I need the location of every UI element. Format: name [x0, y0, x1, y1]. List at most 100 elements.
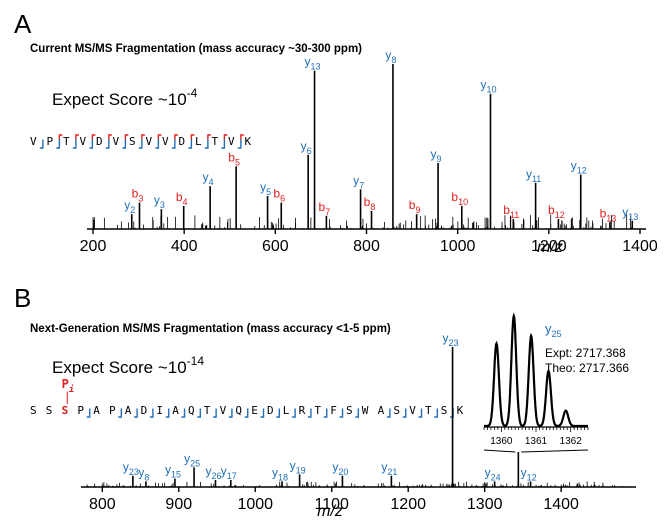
- b-ion-bracket: [223, 134, 228, 140]
- y-ion-bracket: [138, 139, 143, 149]
- y-ion-bracket: [56, 139, 61, 149]
- panel-b-xlabel: m/z: [317, 503, 343, 520]
- y-ion-bracket: [197, 408, 202, 418]
- peak-label-y21: y21: [381, 460, 397, 477]
- peak-label-b12: b12: [548, 203, 565, 220]
- peak-label-b10: b10: [451, 190, 468, 207]
- y-ion-bracket: [221, 139, 226, 149]
- b-ion-bracket: [91, 134, 96, 140]
- inset-tick-label: 1361: [525, 436, 548, 447]
- peak-label-y3: y3: [154, 193, 165, 210]
- residue: L: [195, 135, 202, 148]
- panel-b-score-exp: -14: [187, 354, 205, 368]
- x-tick-label: 400: [171, 238, 198, 255]
- residue: L: [283, 404, 290, 417]
- residue: I: [156, 404, 163, 417]
- panel-b-letter: B: [14, 283, 31, 313]
- residue: Q: [188, 404, 195, 417]
- peak-label-y9: y9: [431, 147, 442, 164]
- x-tick-label: 600: [262, 238, 289, 255]
- peak-label-y6: y6: [301, 139, 312, 156]
- inset-ion-label: y25: [545, 321, 562, 339]
- panel-a-expect-score: Expect Score ~10-4: [52, 86, 198, 109]
- peak-label-b11: b11: [503, 203, 519, 220]
- inset-connector-right: [521, 449, 589, 453]
- y-ion-bracket: [122, 139, 127, 149]
- residue: Q: [235, 404, 242, 417]
- residue: V: [30, 135, 37, 148]
- y-ion-bracket: [149, 408, 154, 418]
- x-tick-label: 1200: [390, 496, 426, 513]
- residue: T: [63, 135, 70, 148]
- residue: D: [179, 135, 186, 148]
- isotope-profile: [484, 312, 588, 428]
- inset-ion-sub: 25: [552, 329, 562, 339]
- b-ion-bracket: [108, 134, 112, 140]
- residue: A: [93, 404, 100, 417]
- y-ion-bracket: [134, 408, 138, 418]
- y-ion-bracket: [402, 408, 407, 418]
- b-ion-bracket: [174, 134, 178, 140]
- b-ion-bracket: [141, 134, 145, 140]
- inset-connector-left: [483, 449, 516, 453]
- inset-ion-letter: y: [545, 321, 552, 336]
- y-ion-bracket: [418, 408, 423, 418]
- residue: S: [30, 404, 37, 417]
- y-ion-bracket: [105, 139, 110, 149]
- residue: D: [96, 135, 103, 148]
- y-ion-bracket: [213, 408, 217, 418]
- panel-b-title: Next-Generation MS/MS Fragmentation (mas…: [30, 323, 391, 335]
- residue: S: [441, 404, 448, 417]
- residue: T: [425, 404, 432, 417]
- panel-a-title: Current MS/MS Fragmentation (mass accura…: [30, 43, 362, 55]
- peak-label-y4: y4: [203, 170, 214, 187]
- y-ion-bracket: [39, 139, 44, 149]
- peak-label-y20: y20: [332, 460, 348, 477]
- residue: S: [129, 135, 136, 148]
- y-ion-bracket: [292, 408, 296, 418]
- y-ion-bracket: [237, 139, 242, 149]
- y-ion-bracket: [244, 408, 249, 418]
- residue: V: [220, 404, 227, 417]
- residue: S: [46, 404, 53, 417]
- residue: V: [113, 135, 120, 148]
- x-tick-label: 800: [89, 496, 116, 513]
- peak-label-b9: b9: [409, 198, 421, 215]
- peak-label-y13: y13: [305, 55, 321, 72]
- phospho-label: Pi: [62, 377, 75, 395]
- residue: T: [314, 404, 321, 417]
- peak-label-b6: b6: [273, 187, 285, 204]
- x-tick-label: 1000: [440, 238, 476, 255]
- residue: V: [228, 135, 235, 148]
- inset-theo-mass: Theo: 2717.366: [545, 361, 629, 375]
- residue: V: [162, 135, 169, 148]
- y-ion-bracket: [89, 139, 94, 149]
- peak-label-y26: y26: [205, 464, 221, 481]
- peak-label-y24: y24: [485, 465, 501, 482]
- peak-label-y8: y8: [385, 48, 396, 65]
- residue: S: [393, 404, 400, 417]
- y-ion-bracket: [386, 408, 391, 418]
- residue: S: [62, 404, 69, 417]
- x-tick-label: 200: [80, 238, 107, 255]
- phospho-bond: |: [64, 390, 71, 404]
- residue: W: [362, 404, 369, 417]
- y-ion-bracket: [86, 408, 91, 418]
- peak-label-y23: y23: [443, 331, 459, 348]
- inset-tick-label: 1362: [560, 436, 583, 447]
- residue: V: [146, 135, 153, 148]
- peak-label-b13: b13: [600, 206, 617, 223]
- residue: V: [409, 404, 416, 417]
- residue: A: [172, 404, 179, 417]
- residue: D: [141, 404, 148, 417]
- x-tick-label: 1400: [622, 238, 658, 255]
- peak-label-y2: y2: [124, 198, 135, 215]
- y-ion-bracket: [171, 139, 176, 149]
- residue: P: [77, 404, 84, 417]
- inset-expt-mass: Expt: 2717.368: [545, 346, 626, 360]
- peak-label-y12: y12: [521, 465, 537, 482]
- peak-label-y10: y10: [480, 78, 496, 95]
- peak-label-y23: y23: [123, 460, 139, 477]
